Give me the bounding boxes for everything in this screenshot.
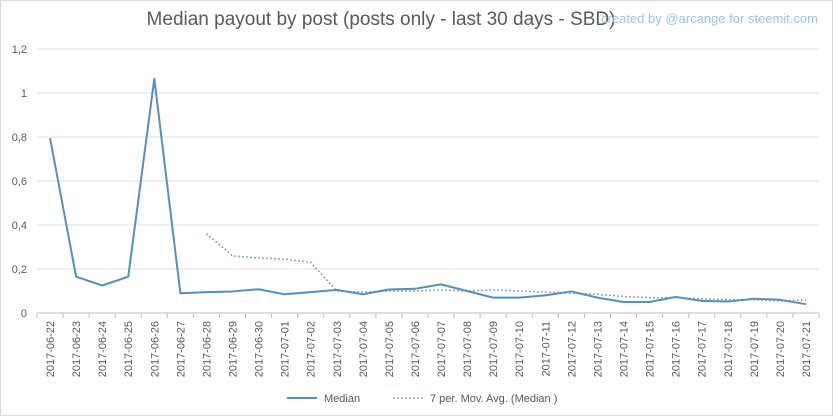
y-tick-label: 0,6 [12,176,27,188]
chart-title: Median payout by post (posts only - last… [146,9,616,30]
y-tick-label: 0 [21,308,27,320]
y-tick-label: 1,2 [12,44,27,56]
legend-label-median: Median [324,393,360,405]
x-tick-label: 2017-07-13 [592,321,604,377]
y-tick-label: 0,8 [12,132,27,144]
x-tick-label: 2017-06-22 [45,321,57,377]
x-tick-label: 2017-07-18 [723,321,735,377]
series-line-median [49,77,807,306]
x-tick-label: 2017-07-01 [280,321,292,377]
x-tick-label: 2017-07-15 [645,321,657,377]
x-tick-label: 2017-07-19 [749,321,761,377]
x-tick-label: 2017-07-02 [306,321,318,377]
x-tick-label: 2017-07-03 [332,321,344,377]
x-tick-label: 2017-07-20 [775,321,787,377]
x-tick-label: 2017-07-11 [540,321,552,376]
x-tick-label: 2017-07-10 [514,321,526,377]
y-tick-label: 1 [21,88,27,100]
x-tick-label: 2017-07-17 [697,321,709,377]
watermark: created by @arcange for steemit.com [601,11,818,26]
x-tick-label: 2017-07-09 [488,321,500,377]
x-tick-label: 2017-06-28 [201,321,213,377]
x-tick-label: 2017-07-08 [462,321,474,377]
x-tick-label: 2017-06-29 [228,321,240,377]
y-tick-label: 0,4 [12,220,27,232]
x-tick-label: 2017-06-30 [254,321,266,377]
x-tick-label: 2017-06-27 [175,321,187,377]
x-tick-label: 2017-07-16 [671,321,683,377]
x-tick-label: 2017-07-14 [619,321,631,377]
x-tick-label: 2017-06-25 [123,321,135,377]
x-tick-label: 2017-06-24 [97,321,109,377]
x-tick-label: 2017-07-05 [384,321,396,377]
x-tick-label: 2017-07-04 [358,321,370,377]
y-tick-label: 0,2 [12,264,27,276]
x-tick-label: 2017-06-23 [71,321,83,377]
series-line-moving-average [205,233,807,302]
x-tick-label: 2017-07-21 [801,321,813,377]
x-tick-label: 2017-07-06 [410,321,422,377]
x-tick-label: 2017-07-12 [566,321,578,377]
x-tick-label: 2017-07-07 [436,321,448,377]
x-tick-label: 2017-06-26 [149,321,161,377]
legend-label-moving-average: 7 per. Mov. Avg. (Median ) [430,393,557,405]
